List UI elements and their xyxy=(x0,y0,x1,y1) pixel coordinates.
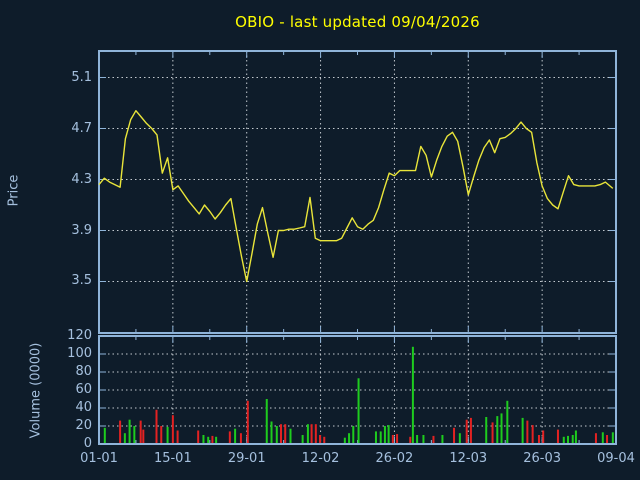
volume-bar-up xyxy=(128,419,131,443)
volume-bar-up xyxy=(458,433,461,443)
volume-bar-down xyxy=(391,435,394,443)
volume-bar-down xyxy=(537,435,540,443)
volume-bar-down xyxy=(323,436,326,443)
volume-bar-up xyxy=(374,431,377,443)
volume-bar-up xyxy=(306,424,309,443)
volume-bar-down xyxy=(594,433,597,443)
volume-bar-down xyxy=(197,430,200,443)
volume-bar-up xyxy=(496,416,499,443)
volume-bar-down xyxy=(465,419,468,443)
volume-bar-up xyxy=(574,430,577,443)
price-y-tick-label: 3.5 xyxy=(71,273,92,289)
volume-bar-up xyxy=(202,435,205,443)
x-tick-label: 09-04 xyxy=(597,451,635,466)
volume-bar-down xyxy=(171,415,174,443)
volume-y-tick-label: 80 xyxy=(75,364,92,379)
volume-y-tick-label: 0 xyxy=(83,436,92,451)
volume-bar-up xyxy=(348,433,351,443)
volume-bar-down xyxy=(409,436,412,443)
volume-bar-down xyxy=(606,435,609,443)
volume-bar-down xyxy=(396,434,399,443)
volume-bar-down xyxy=(211,435,214,443)
volume-bar-up xyxy=(234,428,237,443)
x-tick-label: 29-01 xyxy=(227,451,266,466)
volume-bar-down xyxy=(542,430,545,443)
chart-title: OBIO - last updated 09/04/2026 xyxy=(235,13,480,31)
volume-bar-down xyxy=(491,422,494,443)
volume-bar-up xyxy=(500,413,503,443)
volume-bar-down xyxy=(453,427,456,443)
volume-y-tick-label: 100 xyxy=(67,346,92,361)
volume-y-tick-label: 120 xyxy=(67,328,92,343)
volume-bar-up xyxy=(562,436,565,443)
price-y-tick-label: 3.9 xyxy=(71,222,92,238)
volume-bar-up xyxy=(521,417,524,443)
volume-bar-up xyxy=(485,417,488,443)
volume-bar-down xyxy=(319,435,322,443)
x-tick-label: 01-01 xyxy=(80,451,118,466)
price-y-tick-label: 5.1 xyxy=(71,69,92,85)
volume-bar-up xyxy=(133,426,136,443)
volume-bar-up xyxy=(265,399,268,443)
volume-bar-up xyxy=(611,432,614,443)
volume-bar-down xyxy=(142,429,145,443)
volume-bar-up xyxy=(166,426,169,443)
volume-bar-up xyxy=(103,427,106,443)
volume-y-tick-label: 40 xyxy=(75,400,92,415)
x-tick-label: 15-01 xyxy=(153,451,192,466)
volume-bar-up xyxy=(379,431,382,443)
volume-bar-up xyxy=(215,436,218,443)
price-line xyxy=(98,109,614,283)
volume-bar-up xyxy=(301,435,304,443)
volume-bar-down xyxy=(239,433,242,443)
volume-bar-up xyxy=(506,400,509,443)
x-tick-label: 26-02 xyxy=(375,451,414,466)
volume-bar-down xyxy=(556,429,559,443)
volume-bar-up xyxy=(357,378,360,443)
x-tick-label: 12-02 xyxy=(301,451,340,466)
volume-bar-up xyxy=(566,435,569,443)
volume-bar-up xyxy=(601,432,604,443)
volume-bar-down xyxy=(228,431,231,443)
volume-bar-down xyxy=(526,420,529,443)
volume-bar-up xyxy=(343,437,346,443)
x-tick-label: 12-03 xyxy=(449,451,488,466)
price-y-tick-label: 4.3 xyxy=(71,171,92,187)
volume-bar-down xyxy=(310,424,313,443)
volume-bar-up xyxy=(123,433,126,443)
price-y-tick-label: 4.7 xyxy=(71,120,92,136)
volume-bar-down xyxy=(139,420,142,443)
volume-bar-down xyxy=(469,417,472,443)
volume-bar-up xyxy=(207,436,210,443)
volume-bar-up xyxy=(441,435,444,443)
volume-bar-down xyxy=(155,409,158,443)
volume-bar-down xyxy=(119,420,122,443)
volume-y-tick-label: 60 xyxy=(75,382,92,397)
price-panel-frame xyxy=(98,50,617,334)
volume-bar-down xyxy=(284,424,287,443)
volume-bar-up xyxy=(387,425,390,443)
volume-bar-down xyxy=(531,425,534,443)
volume-bar-up xyxy=(352,426,355,443)
x-tick-label: 26-03 xyxy=(523,451,562,466)
volume-bar-up xyxy=(270,421,273,443)
volume-bar-down xyxy=(176,430,179,443)
volume-bar-down xyxy=(314,424,317,443)
volume-bar-down xyxy=(280,424,283,443)
volume-bar-up xyxy=(422,435,425,443)
volume-bar-up xyxy=(383,426,386,443)
volume-bar-up xyxy=(275,426,278,443)
volume-bar-down xyxy=(246,400,249,443)
volume-y-tick-label: 20 xyxy=(75,418,92,433)
volume-bar-up xyxy=(411,346,414,443)
volume-bar-down xyxy=(160,426,163,443)
volume-bar-up xyxy=(571,435,574,443)
volume-bar-down xyxy=(432,435,435,443)
volume-bar-up xyxy=(289,428,292,443)
volume-bar-up xyxy=(416,435,419,443)
